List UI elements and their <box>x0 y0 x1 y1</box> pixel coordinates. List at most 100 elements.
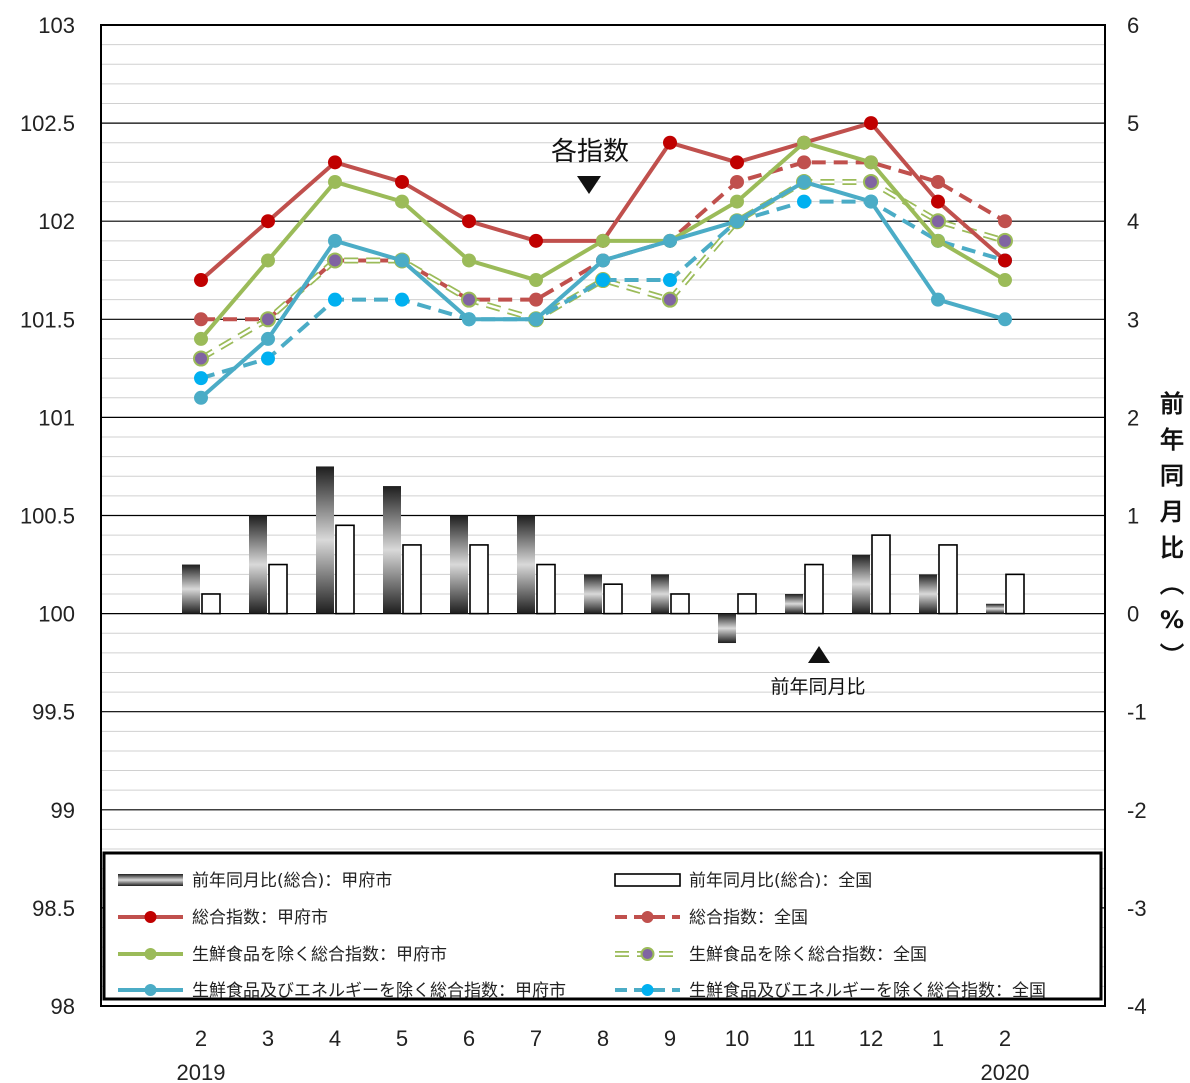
y-right-tick-label: 6 <box>1127 13 1139 38</box>
data-point <box>998 253 1012 268</box>
bar-national <box>1005 573 1025 615</box>
x-tick-label: 9 <box>664 1026 676 1051</box>
y-left-tick-label: 98.5 <box>32 896 75 921</box>
data-point <box>864 155 878 170</box>
data-point <box>328 233 342 248</box>
data-point <box>529 233 543 248</box>
data-point <box>395 194 409 209</box>
yoy-annotation: 前年同月比 <box>770 676 865 698</box>
y-right-tick-label: -4 <box>1127 994 1147 1019</box>
legend-label: 前年同月比(総合)：全国 <box>689 871 872 891</box>
data-point <box>529 292 543 307</box>
y-right-tick-label: 5 <box>1127 111 1139 136</box>
y-right-tick-label: -2 <box>1127 798 1147 823</box>
bar-series <box>182 466 1025 644</box>
data-point <box>529 273 543 288</box>
bar-kofu <box>785 593 803 614</box>
x-tick-label: 11 <box>793 1026 816 1051</box>
x-tick-label: 7 <box>530 1026 542 1051</box>
legend-label: 生鮮食品を除く総合指数：甲府市 <box>192 945 447 965</box>
data-point <box>395 174 409 189</box>
data-point <box>261 253 275 268</box>
data-point <box>328 155 342 170</box>
x-tick-label: 8 <box>597 1026 609 1051</box>
bar-national <box>536 563 556 615</box>
bar-kofu <box>316 466 334 614</box>
y-left-tick-label: 99.5 <box>32 700 75 725</box>
data-point <box>462 214 476 229</box>
y-right-axis-title-char: 同 <box>1160 462 1184 490</box>
data-point <box>395 253 409 268</box>
data-point <box>395 292 409 307</box>
data-point <box>797 155 811 170</box>
legend-marker <box>144 911 157 923</box>
data-point <box>930 213 946 230</box>
legend-item: 生鮮食品及びエネルギーを除く総合指数：甲府市 <box>118 981 566 1001</box>
y-left-tick-label: 102 <box>38 209 75 234</box>
x-tick-label: 6 <box>463 1026 475 1051</box>
y-right-tick-label: -1 <box>1127 700 1147 725</box>
data-point <box>998 273 1012 288</box>
y-right-tick-label: 3 <box>1127 307 1139 332</box>
bar-kofu <box>517 515 535 614</box>
x-tick-label: 5 <box>396 1026 408 1051</box>
data-point <box>730 155 744 170</box>
legend-label: 総合指数：甲府市 <box>192 908 328 928</box>
data-point <box>998 312 1012 327</box>
data-point <box>194 390 208 405</box>
y-right-axis-title-char: ︶ <box>1160 642 1184 670</box>
x-year-label: 2019 <box>177 1060 226 1083</box>
bar-national <box>201 593 221 615</box>
data-point <box>529 312 543 327</box>
y-right-axis-title-char: ︵ <box>1160 570 1184 598</box>
x-tick-label: 4 <box>329 1026 341 1051</box>
legend-marker <box>144 948 157 960</box>
bar-national <box>737 593 757 615</box>
x-tick-label: 3 <box>262 1026 274 1051</box>
y-left-tick-label: 103 <box>38 13 75 38</box>
legend-item: 前年同月比(総合)：甲府市 <box>118 871 392 891</box>
legend-item: 総合指数：全国 <box>615 908 808 928</box>
legend-item: 生鮮食品を除く総合指数：全国 <box>615 945 927 965</box>
data-point <box>327 252 343 269</box>
legend-label: 総合指数：全国 <box>689 908 808 928</box>
bar-kofu <box>919 574 937 614</box>
legend-marker <box>144 984 157 996</box>
bar-kofu <box>986 603 1004 614</box>
y-right-tick-label: 2 <box>1127 405 1139 430</box>
x-tick-label: 10 <box>725 1026 749 1051</box>
y-right-axis-title-char: 月 <box>1159 498 1184 526</box>
bar-kofu <box>584 574 602 614</box>
y-right-axis-title-char: % <box>1160 606 1184 634</box>
data-point <box>194 331 208 346</box>
data-point <box>596 233 610 248</box>
plot-frame <box>100 24 1106 1007</box>
legend-label: 生鮮食品及びエネルギーを除く総合指数：全国 <box>689 981 1046 1001</box>
y-right-axis-title-char: 年 <box>1160 426 1184 454</box>
data-point <box>193 350 209 367</box>
data-point <box>931 233 945 248</box>
data-point <box>997 232 1013 249</box>
legend-swatch <box>614 873 681 887</box>
bar-kofu <box>450 515 468 614</box>
x-tick-label: 12 <box>859 1026 883 1051</box>
line-series <box>193 116 1013 405</box>
y-right-tick-label: 4 <box>1127 209 1139 234</box>
bar-kofu <box>718 613 736 644</box>
data-point <box>931 194 945 209</box>
data-point <box>663 273 677 288</box>
data-point <box>730 214 744 229</box>
bar-kofu <box>651 574 669 614</box>
data-point <box>261 351 275 366</box>
legend-label: 生鮮食品及びエネルギーを除く総合指数：甲府市 <box>192 981 566 1001</box>
legend-item: 生鮮食品及びエネルギーを除く総合指数：全国 <box>615 981 1046 1001</box>
index-annotation: 各指数 <box>551 137 629 167</box>
data-point <box>461 291 477 308</box>
y-left-tick-label: 99 <box>51 798 75 823</box>
y-right-tick-label: -3 <box>1127 896 1147 921</box>
y-left-tick-label: 100.5 <box>20 504 75 529</box>
y-left-tick-label: 100 <box>38 602 75 627</box>
data-point <box>662 291 678 308</box>
data-point <box>797 135 811 150</box>
data-point <box>596 253 610 268</box>
